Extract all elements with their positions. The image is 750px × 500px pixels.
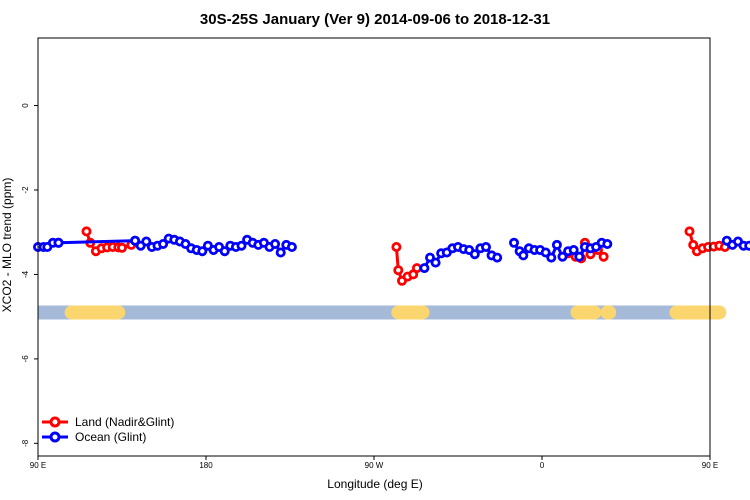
land-data-point — [391, 241, 402, 252]
ocean-data-point — [744, 240, 750, 251]
ocean-data-point — [236, 240, 247, 251]
land-data-point — [117, 242, 128, 253]
ocean-data-point — [197, 246, 208, 257]
land-data-point — [81, 226, 92, 237]
y-tick-label: -4 — [21, 270, 30, 278]
ocean-data-point — [540, 247, 551, 258]
ocean-data-point — [518, 250, 529, 261]
x-tick-label: 180 — [199, 461, 213, 470]
ocean-data-point — [286, 241, 297, 252]
chart-title: 30S-25S January (Ver 9) 2014-09-06 to 20… — [200, 11, 550, 28]
legend-ocean-marker — [49, 431, 61, 443]
land-series — [81, 226, 730, 286]
x-tick-label: 0 — [540, 461, 545, 470]
land-data-point — [598, 251, 609, 262]
plot-frame — [37, 37, 711, 457]
ocean-data-point — [546, 252, 557, 263]
ocean-series-line — [58, 239, 136, 245]
ocean-data-point — [557, 251, 568, 262]
legend-land-marker — [49, 416, 61, 428]
ocean-data-point — [551, 239, 562, 250]
ocean-data-point — [480, 241, 491, 252]
x-axis-label: Longitude (deg E) — [327, 477, 422, 491]
ocean-data-point — [469, 249, 480, 260]
ocean-data-point — [419, 263, 430, 274]
y-axis-label: XCO2 - MLO trend (ppm) — [0, 178, 14, 313]
ocean-data-point — [602, 238, 613, 249]
ocean-data-point — [568, 244, 579, 255]
ocean-data-point — [219, 246, 230, 257]
y-tick-label: -6 — [21, 355, 30, 363]
legend-land-label: Land (Nadir&Glint) — [75, 415, 174, 429]
ocean-data-point — [492, 252, 503, 263]
y-tick-label: 0 — [21, 103, 30, 108]
ocean-data-point — [508, 237, 519, 248]
ocean-data-point — [430, 257, 441, 268]
series-layer — [33, 226, 750, 286]
ocean-data-point — [275, 247, 286, 258]
legend: Land (Nadir&Glint) Ocean (Glint) — [42, 415, 174, 444]
y-tick-label: -8 — [21, 439, 30, 447]
legend-ocean-label: Ocean (Glint) — [75, 430, 146, 444]
axes: 90 E 180 90 W 0 90 E 0 -2 -4 -6 -8 — [21, 103, 718, 470]
ocean-series — [33, 233, 750, 274]
y-tick-label: -2 — [21, 186, 30, 194]
ocean-data-point — [270, 238, 281, 249]
x-tick-label: 90 W — [365, 461, 384, 470]
ocean-data-point — [53, 237, 64, 248]
land-data-point — [393, 265, 404, 276]
land-data-point — [684, 226, 695, 237]
x-tick-label: 90 E — [702, 461, 718, 470]
ocean-data-point — [158, 238, 169, 249]
ocean-data-point — [141, 236, 152, 247]
x-tick-label: 90 E — [30, 461, 46, 470]
ocean-data-point — [574, 251, 585, 262]
